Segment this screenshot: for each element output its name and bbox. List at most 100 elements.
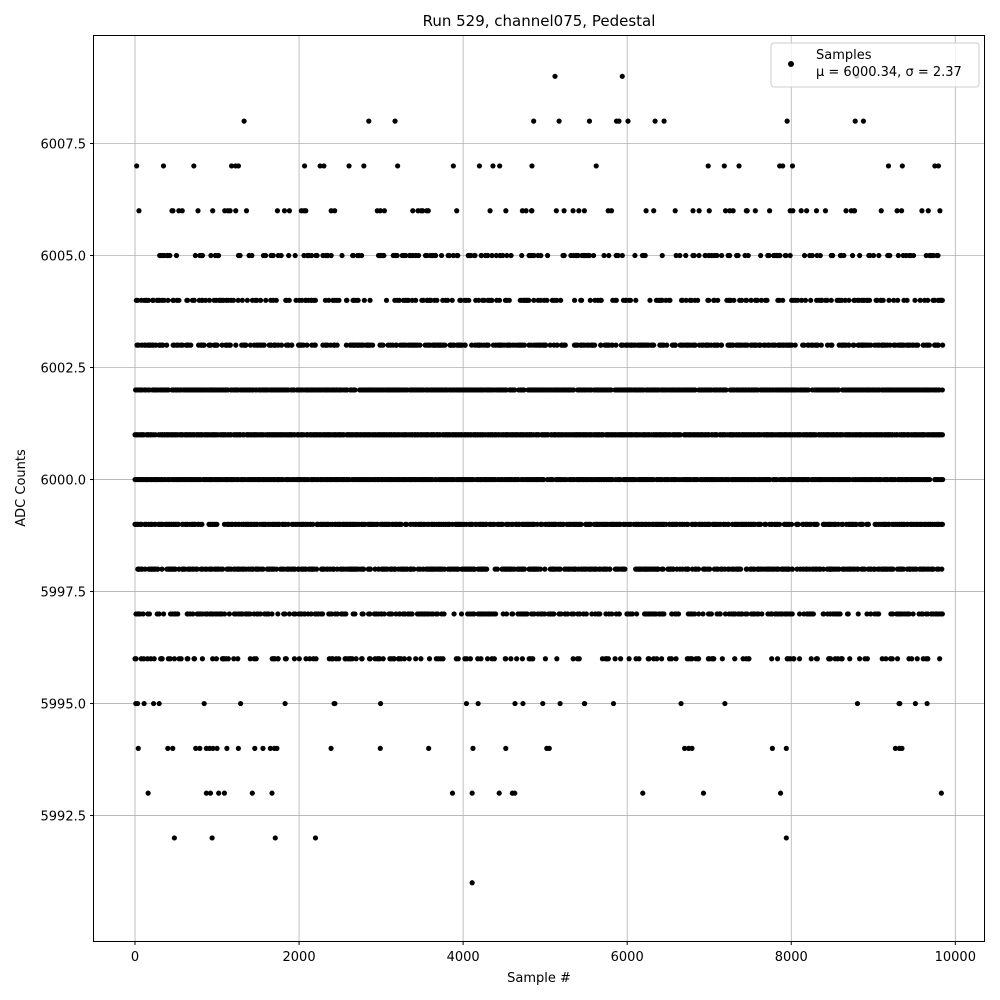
data-point <box>790 208 796 214</box>
data-point <box>210 745 216 751</box>
data-point <box>175 521 181 527</box>
data-point <box>243 342 249 348</box>
data-point <box>900 566 907 572</box>
data-point <box>616 611 622 617</box>
data-point <box>512 387 518 393</box>
data-point <box>814 521 820 527</box>
data-point <box>744 208 750 214</box>
data-point <box>235 656 241 662</box>
data-point <box>647 297 653 303</box>
data-point <box>312 342 318 348</box>
data-point <box>336 656 342 662</box>
data-point <box>860 521 866 527</box>
data-point <box>575 252 581 259</box>
data-point <box>508 252 514 259</box>
data-point <box>547 342 553 348</box>
data-point <box>393 342 400 348</box>
data-point <box>899 745 905 751</box>
data-point <box>308 611 314 617</box>
data-point <box>855 566 861 572</box>
data-point <box>260 566 266 572</box>
data-point <box>506 297 512 303</box>
data-point <box>752 208 758 214</box>
data-point <box>846 342 852 348</box>
data-point <box>274 745 280 751</box>
data-point <box>685 521 691 527</box>
data-point <box>689 656 695 662</box>
data-point <box>940 342 946 348</box>
data-point <box>470 745 476 751</box>
data-point <box>214 521 220 527</box>
data-point <box>512 790 518 796</box>
data-point <box>576 656 582 662</box>
data-point <box>219 342 225 348</box>
data-point <box>822 208 829 214</box>
data-point <box>441 611 447 617</box>
y-tick-label: 5995.0 <box>41 698 87 713</box>
data-point <box>179 342 186 348</box>
y-tick-label: 6007.5 <box>41 138 87 153</box>
data-point <box>491 656 497 662</box>
data-point <box>309 252 315 259</box>
data-point <box>278 252 284 259</box>
data-point <box>538 252 544 259</box>
data-point <box>780 297 786 303</box>
data-point <box>521 342 528 348</box>
data-point <box>274 208 281 214</box>
data-point <box>919 208 925 214</box>
data-point <box>677 432 683 438</box>
data-point <box>418 656 424 662</box>
data-point <box>510 611 516 617</box>
data-point <box>343 342 349 348</box>
data-point <box>215 252 222 259</box>
y-tick-label: 6000.0 <box>41 474 87 489</box>
data-point <box>646 656 652 662</box>
data-point <box>369 342 376 348</box>
data-point <box>450 252 456 259</box>
data-point <box>855 611 861 617</box>
data-point <box>696 252 702 259</box>
data-point <box>395 163 401 169</box>
data-point <box>824 297 830 303</box>
data-point <box>489 252 495 259</box>
data-point <box>487 208 493 214</box>
data-point <box>932 163 938 169</box>
data-point <box>700 790 707 796</box>
data-point <box>578 297 585 303</box>
data-point <box>619 73 625 79</box>
data-point <box>141 656 147 662</box>
data-point <box>673 252 679 259</box>
data-point <box>821 611 827 617</box>
data-point <box>440 656 446 662</box>
data-point <box>207 790 214 796</box>
data-point <box>155 566 161 572</box>
data-point <box>582 700 588 707</box>
data-point <box>570 656 576 662</box>
data-point <box>769 656 775 662</box>
data-point <box>868 611 874 617</box>
x-axis-title: Sample # <box>507 971 571 986</box>
data-point <box>199 656 206 662</box>
data-point <box>233 342 239 348</box>
data-point <box>413 297 419 303</box>
data-point <box>851 342 857 348</box>
data-point <box>247 656 253 662</box>
data-point <box>836 566 842 572</box>
data-point <box>718 342 725 348</box>
data-point <box>398 521 404 527</box>
data-point <box>328 252 334 259</box>
data-point <box>380 656 386 662</box>
y-tick-label: 5992.5 <box>41 810 87 825</box>
data-point <box>607 566 613 572</box>
data-point <box>415 252 422 259</box>
data-point <box>237 252 243 259</box>
data-point <box>935 342 941 348</box>
data-point <box>464 656 470 662</box>
data-point <box>241 118 247 124</box>
data-point <box>146 611 153 617</box>
data-point <box>134 297 141 303</box>
data-point <box>541 476 547 483</box>
data-point <box>889 656 895 662</box>
data-point <box>420 208 426 214</box>
data-point <box>890 566 896 572</box>
